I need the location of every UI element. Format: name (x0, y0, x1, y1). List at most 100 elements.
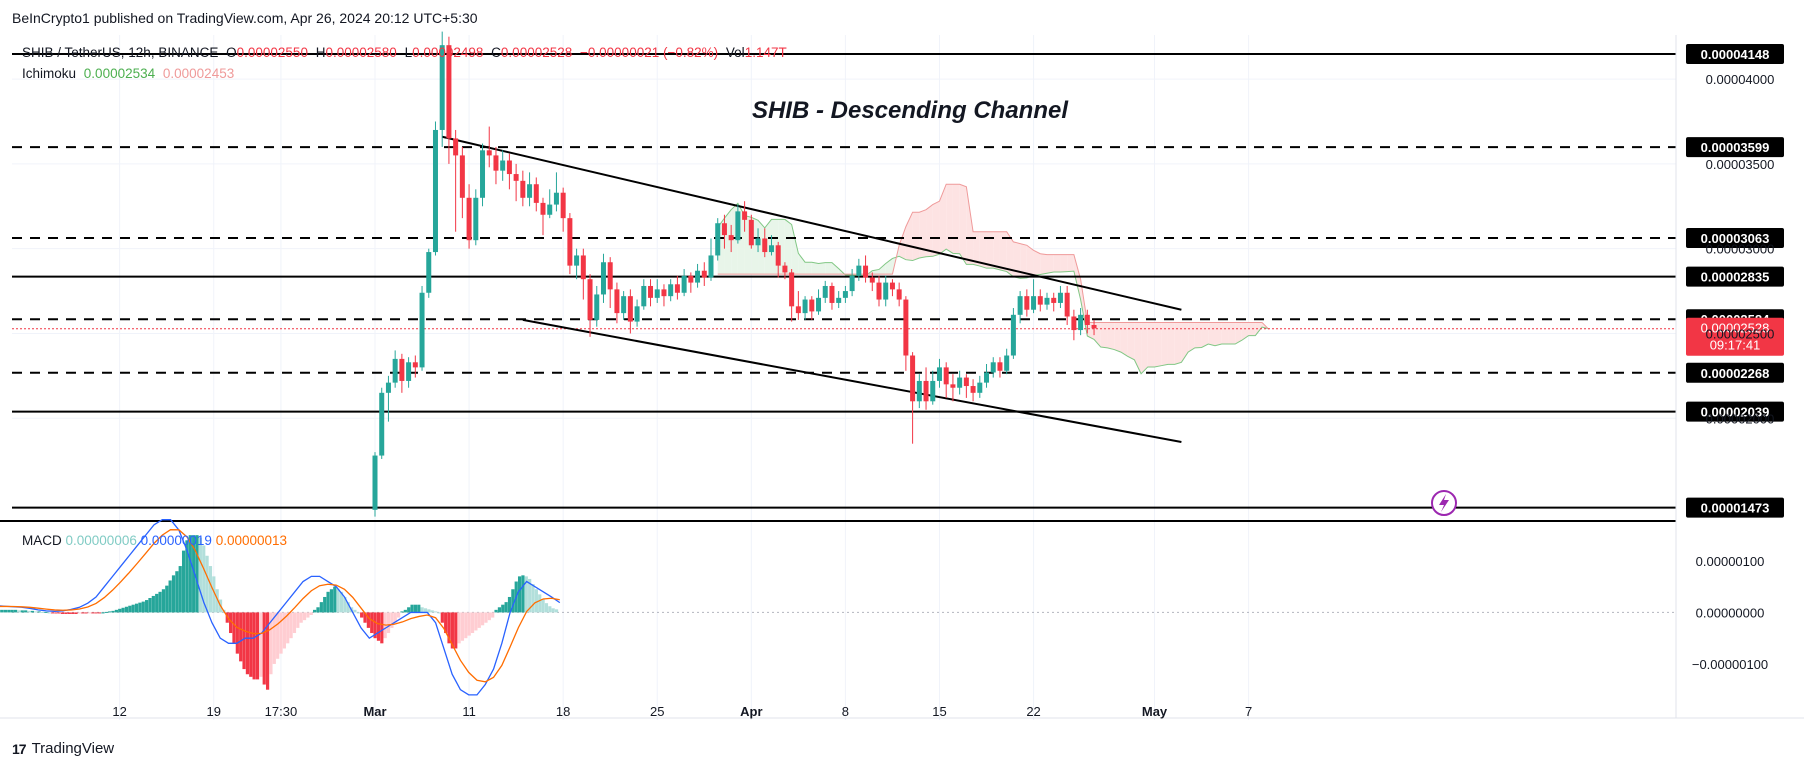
macd-histogram-bar (212, 576, 216, 613)
cloud-segment (879, 263, 886, 275)
candle-body (520, 180, 526, 198)
candle-body (889, 282, 895, 290)
macd-histogram-bar (54, 612, 58, 614)
level-label-bg (1686, 137, 1784, 158)
candle (674, 275, 680, 300)
close-label: C (491, 45, 501, 60)
candle-body (977, 382, 983, 393)
lightning-icon[interactable] (1431, 490, 1457, 516)
time-tick-label: 7 (1245, 704, 1252, 719)
candle (1064, 285, 1070, 325)
candle-body (775, 245, 781, 266)
cloud-segment (999, 231, 1007, 272)
candle (802, 296, 808, 320)
cloud-segment (1033, 250, 1041, 276)
candle (883, 275, 889, 307)
symbol-legend[interactable]: SHIB / TetherUS, 12h, BINANCE O0.0000255… (22, 45, 791, 60)
candle (527, 172, 533, 207)
candle (762, 228, 768, 258)
candle-body (379, 392, 385, 456)
macd-legend[interactable]: MACD 0.00000006 0.00000019 0.00000013 (22, 533, 287, 548)
candle (587, 274, 593, 337)
cloud-segment (986, 231, 994, 269)
cloud-segment (919, 209, 927, 258)
candle (621, 291, 627, 320)
level-label: 0.00002268 (1701, 366, 1770, 381)
macd-hist-value: 0.00000006 (65, 533, 137, 548)
cloud-segment (1013, 241, 1021, 279)
macd-histogram-bar (282, 612, 286, 649)
macd-histogram-bar (464, 612, 468, 639)
candle-body (453, 138, 459, 156)
candle-body (480, 150, 486, 198)
macd-tick-label: 0.00000100 (1696, 554, 1765, 569)
candle-body (1004, 355, 1010, 371)
macd-histogram-bar (81, 612, 85, 614)
macd-histogram-bar (10, 609, 14, 613)
macd-histogram-bar (84, 612, 88, 614)
macd-histogram-bar (44, 611, 48, 613)
candle-body (735, 211, 741, 241)
candle-body (1024, 296, 1030, 310)
macd-histogram-bar (343, 596, 347, 613)
cloud-segment (1154, 322, 1162, 367)
ichimoku-legend[interactable]: Ichimoku 0.00002534 0.00002453 (22, 66, 238, 81)
change-value: −0.00000021 (−0.82%) (580, 45, 719, 60)
macd-histogram-bar (131, 604, 135, 613)
cloud-segment (1020, 243, 1027, 279)
macd-histogram-bar (444, 612, 448, 634)
macd-histogram-bar (360, 612, 364, 618)
macd-label[interactable]: MACD (22, 533, 62, 548)
macd-histogram-bar (279, 612, 283, 654)
candle (560, 187, 566, 232)
candle-body (896, 289, 902, 300)
candle (614, 282, 620, 324)
macd-histogram-bar (373, 612, 377, 639)
macd-histogram-bar (306, 612, 310, 618)
candle (775, 241, 781, 278)
macd-histogram-bar (198, 537, 202, 613)
time-tick-label: 17:30 (265, 704, 298, 719)
cloud-segment (825, 262, 832, 275)
level-label: 0.00003599 (1701, 140, 1770, 155)
candle (399, 353, 405, 393)
candle (688, 272, 694, 293)
macd-histogram-bar (67, 612, 71, 614)
ichimoku-cloud (717, 183, 1270, 375)
macd-histogram-bar (491, 612, 495, 618)
cloud-segment (1241, 322, 1249, 341)
candle-body (587, 279, 593, 320)
macd-histogram-bar (77, 612, 82, 614)
volume-label: Vol (725, 45, 745, 60)
candle (903, 296, 909, 371)
tradingview-brand[interactable]: TradingView (31, 740, 115, 757)
close-value: 0.00002528 (500, 45, 573, 60)
candle (412, 355, 418, 378)
candle-body (1044, 297, 1050, 305)
price-tick-label: 0.00003000 (1706, 242, 1775, 257)
footer[interactable]: 17 TradingView (12, 740, 114, 757)
cloud-segment (1201, 322, 1209, 348)
tradingview-logo-icon[interactable]: 17 (12, 740, 27, 757)
candle (1078, 308, 1084, 336)
candle-body (1017, 296, 1023, 315)
macd-histogram-bar (121, 607, 125, 613)
chart-grid (12, 35, 1676, 720)
candle (506, 153, 512, 190)
macd-histogram-bar (437, 612, 441, 614)
volume-value: 1.147T (744, 45, 787, 60)
cloud-segment (1100, 322, 1108, 348)
candle (627, 289, 633, 334)
candle-body (943, 367, 949, 385)
candle-body (372, 455, 378, 510)
macd-histogram-bar (356, 612, 360, 614)
symbol-name[interactable]: SHIB / TetherUS, 12h, BINANCE (22, 45, 219, 60)
macd-histogram-bar (370, 612, 374, 634)
macd-histogram-bar (551, 608, 555, 613)
candle-body (533, 184, 539, 203)
ichimoku-label[interactable]: Ichimoku (22, 66, 77, 81)
cloud-segment (764, 219, 772, 275)
macd-histogram-bar (118, 608, 122, 613)
candle (936, 358, 942, 388)
